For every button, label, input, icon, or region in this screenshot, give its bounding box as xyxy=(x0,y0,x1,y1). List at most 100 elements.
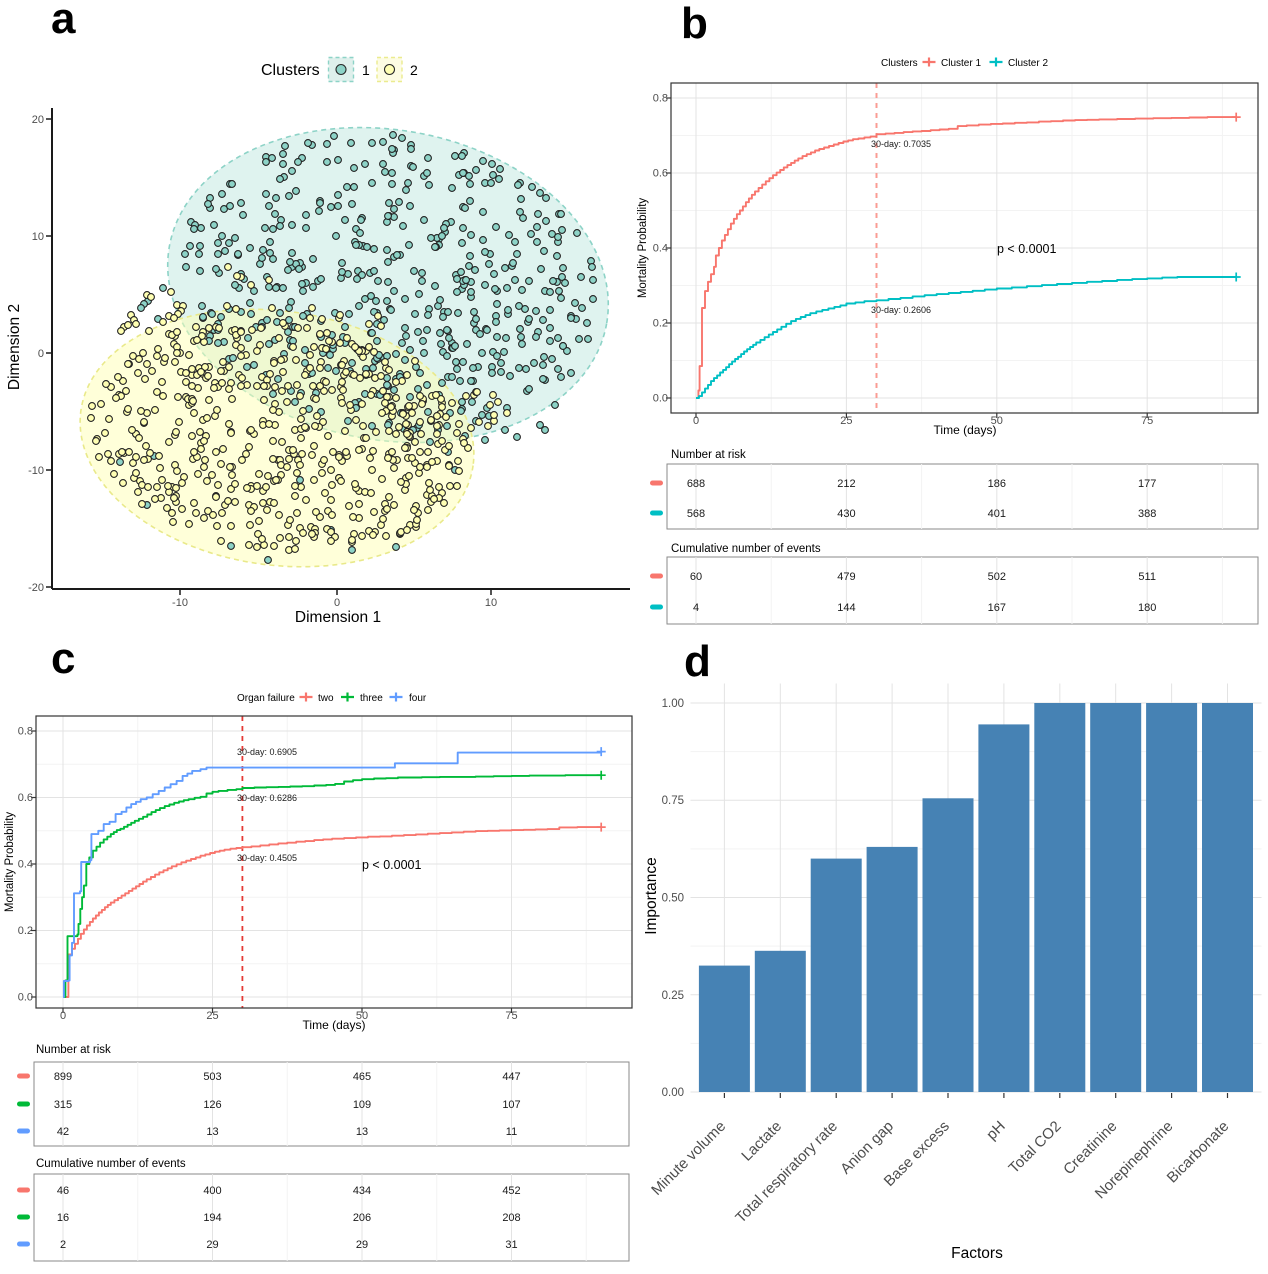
svg-text:30-day: 0.6905: 30-day: 0.6905 xyxy=(237,747,297,757)
svg-text:388: 388 xyxy=(1138,508,1156,520)
svg-text:0: 0 xyxy=(38,348,44,360)
svg-text:502: 502 xyxy=(988,571,1006,583)
svg-text:25: 25 xyxy=(206,1010,218,1022)
svg-text:Cumulative number of events: Cumulative number of events xyxy=(36,1158,186,1170)
svg-text:430: 430 xyxy=(837,508,855,520)
svg-text:0.2: 0.2 xyxy=(653,318,668,330)
svg-text:-20: -20 xyxy=(28,582,44,594)
svg-text:688: 688 xyxy=(687,478,705,490)
svg-text:2: 2 xyxy=(60,1239,66,1251)
svg-text:30-day: 0.6286: 30-day: 0.6286 xyxy=(237,793,297,803)
svg-text:0: 0 xyxy=(693,415,699,427)
svg-text:109: 109 xyxy=(353,1099,371,1111)
svg-text:0.0: 0.0 xyxy=(18,992,33,1004)
svg-text:13: 13 xyxy=(206,1126,218,1138)
svg-text:Factors: Factors xyxy=(951,1245,1003,1262)
svg-text:Cluster 1: Cluster 1 xyxy=(941,58,981,69)
svg-text:212: 212 xyxy=(837,478,855,490)
svg-text:186: 186 xyxy=(988,478,1006,490)
svg-text:144: 144 xyxy=(837,602,855,614)
svg-text:75: 75 xyxy=(1141,415,1153,427)
svg-text:167: 167 xyxy=(988,602,1006,614)
svg-text:Number at risk: Number at risk xyxy=(671,449,746,461)
svg-text:0.0: 0.0 xyxy=(653,393,668,405)
svg-text:30-day: 0.4505: 30-day: 0.4505 xyxy=(237,853,297,863)
svg-text:42: 42 xyxy=(57,1126,69,1138)
svg-text:0.75: 0.75 xyxy=(662,795,684,807)
svg-text:126: 126 xyxy=(203,1099,221,1111)
svg-text:0.50: 0.50 xyxy=(662,893,684,905)
svg-text:511: 511 xyxy=(1138,571,1156,583)
svg-text:Mortality Probability: Mortality Probability xyxy=(637,198,649,299)
svg-text:180: 180 xyxy=(1138,602,1156,614)
svg-text:30-day: 0.2606: 30-day: 0.2606 xyxy=(871,305,931,315)
svg-text:-10: -10 xyxy=(172,597,188,609)
svg-text:452: 452 xyxy=(502,1185,520,1197)
svg-text:16: 16 xyxy=(57,1212,69,1224)
svg-text:194: 194 xyxy=(203,1212,221,1224)
svg-text:a: a xyxy=(51,0,76,43)
svg-text:Mortality Probability: Mortality Probability xyxy=(4,812,16,913)
svg-text:-10: -10 xyxy=(28,465,44,477)
svg-text:two: two xyxy=(318,693,334,704)
svg-text:315: 315 xyxy=(54,1099,72,1111)
svg-text:b: b xyxy=(681,0,708,48)
svg-text:four: four xyxy=(409,693,427,704)
svg-text:4: 4 xyxy=(693,602,699,614)
svg-text:479: 479 xyxy=(837,571,855,583)
svg-text:Cumulative number of events: Cumulative number of events xyxy=(671,543,821,555)
svg-text:25: 25 xyxy=(840,415,852,427)
svg-text:50: 50 xyxy=(356,1010,368,1022)
svg-text:p < 0.0001: p < 0.0001 xyxy=(997,242,1056,256)
svg-text:60: 60 xyxy=(690,571,702,583)
svg-text:0.6: 0.6 xyxy=(653,168,668,180)
svg-text:400: 400 xyxy=(203,1185,221,1197)
svg-text:50: 50 xyxy=(991,415,1003,427)
svg-text:30-day: 0.7035: 30-day: 0.7035 xyxy=(871,139,931,149)
svg-text:three: three xyxy=(360,693,383,704)
svg-text:568: 568 xyxy=(687,508,705,520)
svg-text:1.00: 1.00 xyxy=(662,698,684,710)
svg-text:177: 177 xyxy=(1138,478,1156,490)
svg-text:46: 46 xyxy=(57,1185,69,1197)
svg-text:0.8: 0.8 xyxy=(653,93,668,105)
svg-text:d: d xyxy=(684,637,711,686)
svg-text:0.2: 0.2 xyxy=(18,925,33,937)
svg-text:0: 0 xyxy=(334,597,340,609)
svg-text:0.6: 0.6 xyxy=(18,792,33,804)
svg-text:899: 899 xyxy=(54,1071,72,1083)
svg-text:206: 206 xyxy=(353,1212,371,1224)
svg-text:0: 0 xyxy=(60,1010,66,1022)
svg-text:29: 29 xyxy=(356,1239,368,1251)
svg-text:0.25: 0.25 xyxy=(662,990,684,1002)
svg-text:10: 10 xyxy=(485,597,497,609)
svg-text:11: 11 xyxy=(506,1126,517,1138)
svg-text:434: 434 xyxy=(353,1185,371,1197)
svg-text:1: 1 xyxy=(362,62,370,78)
svg-text:p < 0.0001: p < 0.0001 xyxy=(362,858,421,872)
svg-text:13: 13 xyxy=(356,1126,368,1138)
svg-text:Time (days): Time (days) xyxy=(934,423,997,437)
svg-text:107: 107 xyxy=(502,1099,520,1111)
svg-text:0.8: 0.8 xyxy=(18,726,33,738)
svg-text:29: 29 xyxy=(206,1239,218,1251)
svg-text:Number at risk: Number at risk xyxy=(36,1044,111,1056)
svg-text:Organ failure: Organ failure xyxy=(237,693,295,704)
svg-text:Dimension 2: Dimension 2 xyxy=(6,304,23,390)
svg-text:0.00: 0.00 xyxy=(662,1087,684,1099)
svg-text:Cluster 2: Cluster 2 xyxy=(1008,58,1048,69)
svg-text:0.4: 0.4 xyxy=(653,243,668,255)
svg-text:401: 401 xyxy=(988,508,1006,520)
svg-text:Time (days): Time (days) xyxy=(303,1018,366,1032)
svg-text:503: 503 xyxy=(203,1071,221,1083)
svg-text:75: 75 xyxy=(505,1010,517,1022)
svg-text:Dimension 1: Dimension 1 xyxy=(295,609,381,626)
svg-text:447: 447 xyxy=(502,1071,520,1083)
svg-text:0.4: 0.4 xyxy=(18,859,33,871)
svg-text:c: c xyxy=(51,634,75,683)
svg-text:465: 465 xyxy=(353,1071,371,1083)
svg-text:10: 10 xyxy=(32,231,44,243)
svg-text:2: 2 xyxy=(410,62,418,78)
svg-text:Clusters: Clusters xyxy=(881,58,918,69)
svg-text:Clusters: Clusters xyxy=(261,62,320,79)
